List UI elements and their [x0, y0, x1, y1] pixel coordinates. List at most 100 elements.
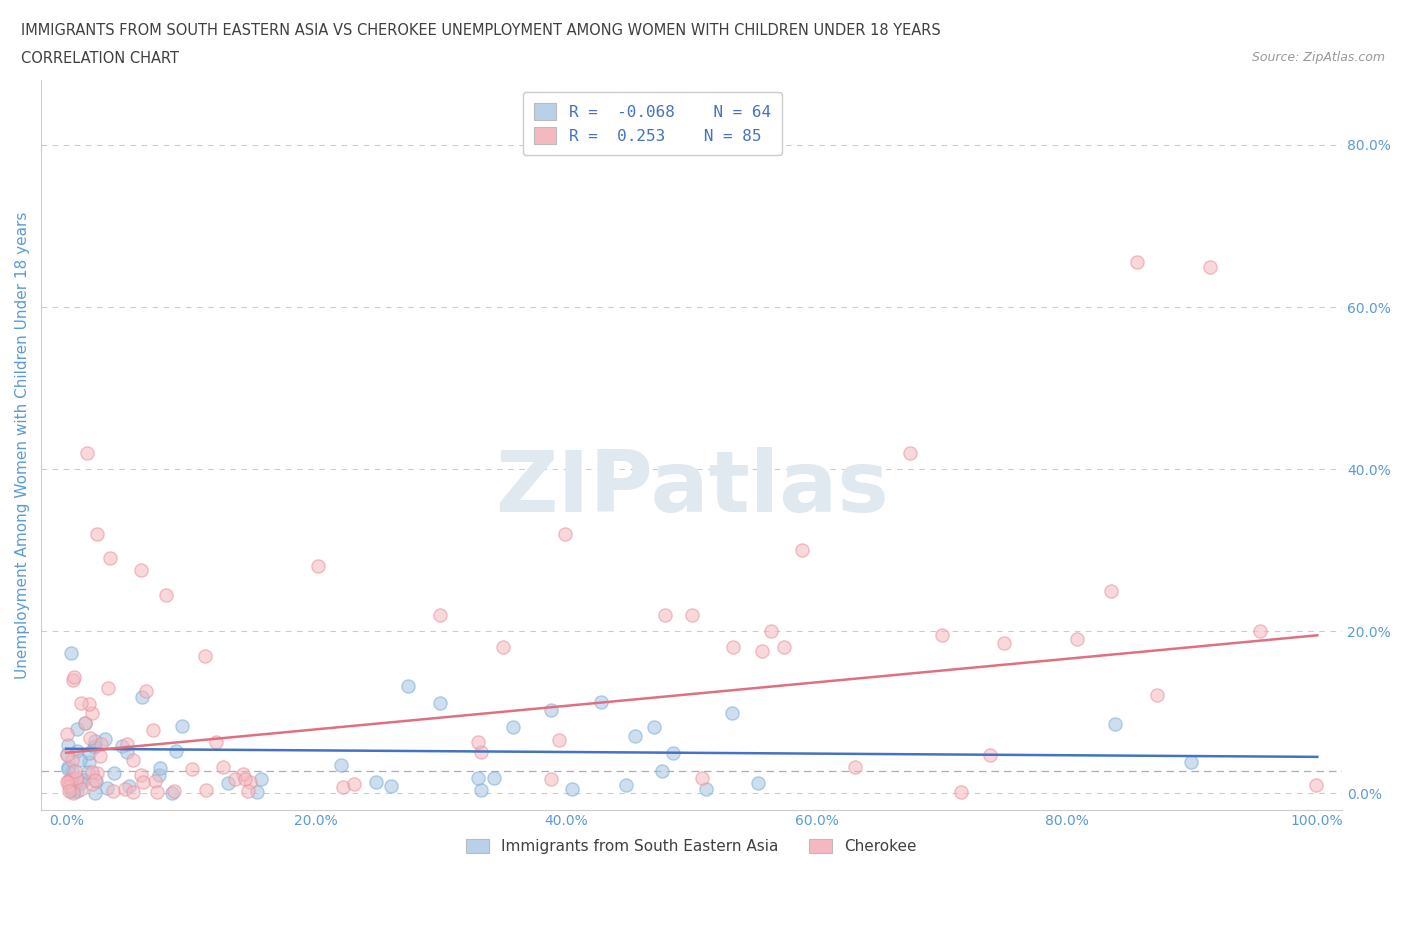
- Point: [217, 776, 239, 790]
- Point: [77, 697, 100, 711]
- Point: [103, 783, 125, 798]
- Point: [93, 731, 115, 746]
- Point: [103, 765, 125, 780]
- Point: [844, 760, 866, 775]
- Point: [163, 784, 186, 799]
- Point: [114, 782, 136, 797]
- Point: [233, 771, 256, 786]
- Point: [63, 764, 86, 778]
- Point: [89, 749, 111, 764]
- Point: [62, 772, 84, 787]
- Point: [643, 720, 665, 735]
- Point: [56, 748, 79, 763]
- Text: IMMIGRANTS FROM SOUTH EASTERN ASIA VS CHEROKEE UNEMPLOYMENT AMONG WOMEN WITH CHI: IMMIGRANTS FROM SOUTH EASTERN ASIA VS CH…: [21, 23, 941, 38]
- Point: [62, 783, 84, 798]
- Point: [1104, 717, 1126, 732]
- Point: [98, 551, 121, 565]
- Point: [396, 678, 419, 693]
- Point: [1066, 631, 1088, 646]
- Point: [60, 645, 83, 660]
- Point: [165, 744, 187, 759]
- Point: [82, 764, 104, 779]
- Point: [759, 624, 782, 639]
- Point: [194, 648, 217, 663]
- Point: [65, 771, 87, 786]
- Point: [211, 760, 233, 775]
- Point: [66, 772, 89, 787]
- Point: [589, 694, 612, 709]
- Point: [58, 784, 80, 799]
- Point: [149, 761, 172, 776]
- Point: [1198, 259, 1220, 274]
- Point: [122, 752, 145, 767]
- Point: [90, 737, 112, 751]
- Point: [250, 772, 273, 787]
- Point: [77, 746, 100, 761]
- Point: [83, 739, 105, 754]
- Point: [170, 719, 193, 734]
- Point: [131, 689, 153, 704]
- Point: [470, 744, 492, 759]
- Point: [60, 752, 83, 767]
- Point: [84, 774, 107, 789]
- Point: [56, 759, 79, 774]
- Point: [60, 764, 83, 778]
- Point: [115, 737, 138, 751]
- Point: [624, 729, 647, 744]
- Point: [429, 607, 451, 622]
- Point: [307, 559, 329, 574]
- Point: [540, 703, 562, 718]
- Point: [232, 766, 254, 781]
- Point: [467, 770, 489, 785]
- Point: [121, 785, 143, 800]
- Point: [62, 782, 84, 797]
- Point: [1146, 687, 1168, 702]
- Point: [62, 670, 84, 684]
- Point: [82, 706, 104, 721]
- Point: [62, 785, 84, 800]
- Point: [115, 745, 138, 760]
- Point: [73, 773, 96, 788]
- Point: [58, 778, 80, 793]
- Point: [720, 706, 742, 721]
- Point: [723, 640, 745, 655]
- Point: [58, 762, 80, 777]
- Point: [898, 445, 921, 460]
- Point: [132, 775, 155, 790]
- Point: [554, 526, 576, 541]
- Point: [751, 644, 773, 658]
- Point: [239, 775, 262, 790]
- Point: [70, 781, 93, 796]
- Point: [69, 753, 91, 768]
- Point: [205, 735, 228, 750]
- Point: [59, 773, 82, 788]
- Point: [160, 785, 183, 800]
- Point: [561, 781, 583, 796]
- Point: [1305, 778, 1327, 793]
- Point: [1249, 624, 1271, 639]
- Point: [482, 771, 505, 786]
- Point: [145, 785, 167, 800]
- Point: [681, 607, 703, 622]
- Point: [790, 543, 813, 558]
- Point: [690, 771, 713, 786]
- Point: [1126, 255, 1149, 270]
- Point: [55, 746, 77, 761]
- Point: [540, 772, 562, 787]
- Text: CORRELATION CHART: CORRELATION CHART: [21, 51, 179, 66]
- Point: [83, 734, 105, 749]
- Point: [59, 773, 82, 788]
- Point: [950, 785, 973, 800]
- Point: [614, 777, 637, 792]
- Point: [56, 737, 79, 752]
- Point: [654, 607, 676, 622]
- Point: [246, 785, 269, 800]
- Point: [56, 726, 79, 741]
- Point: [236, 783, 259, 798]
- Text: ZIPatlas: ZIPatlas: [495, 447, 889, 530]
- Point: [66, 784, 89, 799]
- Point: [470, 783, 492, 798]
- Point: [129, 768, 152, 783]
- Point: [76, 445, 98, 460]
- Point: [69, 695, 91, 710]
